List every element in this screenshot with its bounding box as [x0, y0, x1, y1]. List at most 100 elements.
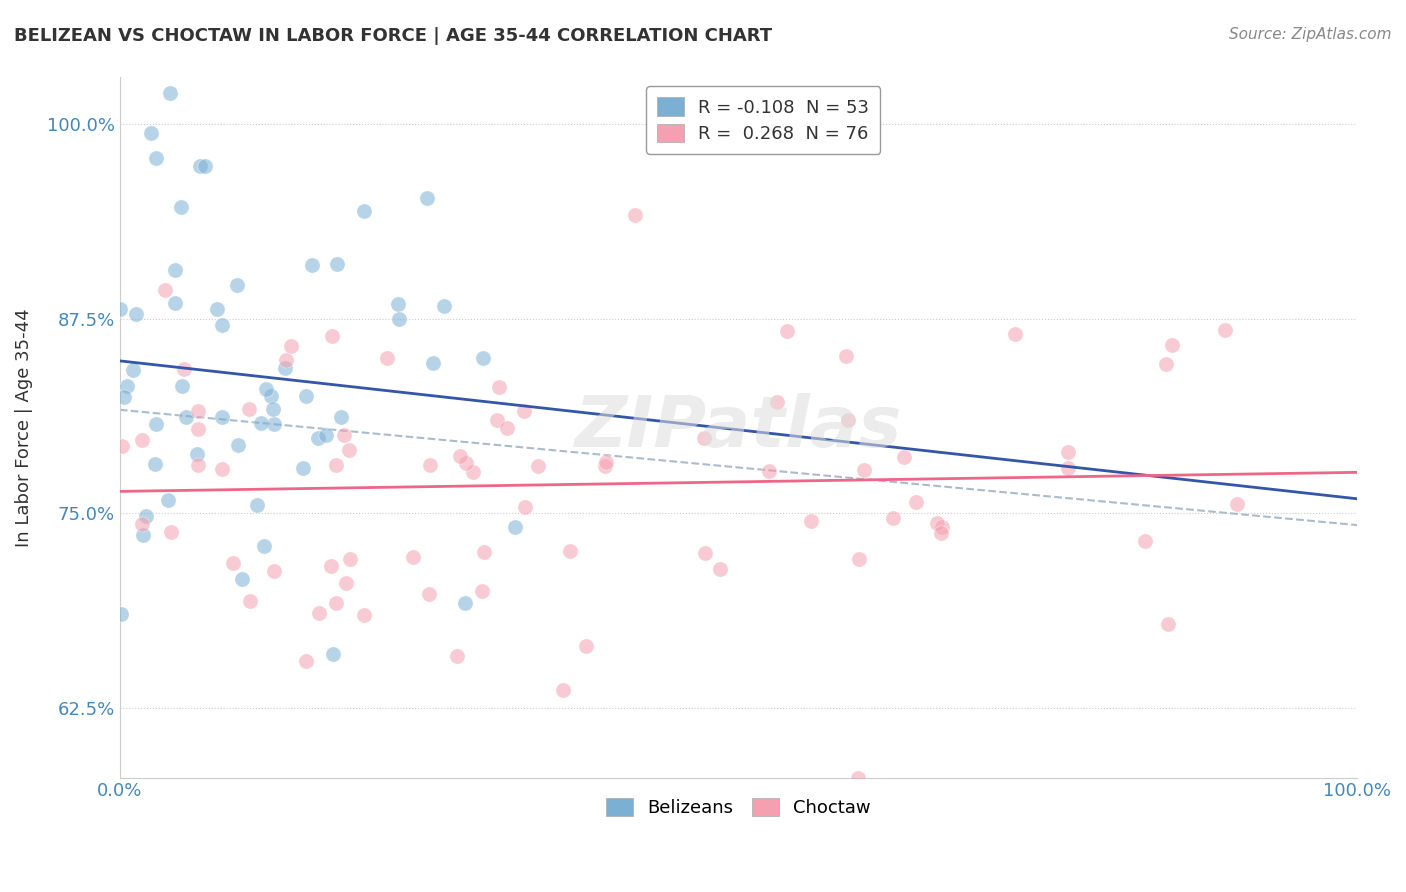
- Point: [322, 647, 344, 661]
- Point: [163, 263, 186, 277]
- Point: [388, 311, 411, 326]
- Point: [315, 428, 337, 442]
- Point: [222, 556, 245, 570]
- Text: Source: ZipAtlas.com: Source: ZipAtlas.com: [1229, 27, 1392, 42]
- Point: [294, 654, 316, 668]
- Point: [1156, 616, 1178, 631]
- Point: [125, 307, 148, 321]
- Point: [211, 318, 233, 332]
- Point: [239, 594, 262, 608]
- Point: [800, 514, 823, 528]
- Point: [776, 324, 799, 338]
- Point: [333, 428, 356, 442]
- Point: [446, 648, 468, 663]
- Point: [471, 351, 494, 365]
- Point: [882, 511, 904, 525]
- Point: [474, 544, 496, 558]
- Text: BELIZEAN VS CHOCTAW IN LABOR FORCE | AGE 35-44 CORRELATION CHART: BELIZEAN VS CHOCTAW IN LABOR FORCE | AGE…: [14, 27, 772, 45]
- Point: [848, 552, 870, 566]
- Point: [173, 361, 195, 376]
- Point: [846, 771, 869, 785]
- Point: [558, 544, 581, 558]
- Point: [115, 379, 138, 393]
- Point: [929, 526, 952, 541]
- Point: [163, 295, 186, 310]
- Point: [893, 450, 915, 465]
- Point: [225, 278, 247, 293]
- Point: [329, 409, 352, 424]
- Point: [454, 596, 477, 610]
- Text: ZIPatlas: ZIPatlas: [575, 393, 903, 462]
- Point: [325, 596, 347, 610]
- Point: [170, 379, 193, 393]
- Legend: Belizeans, Choctaw: Belizeans, Choctaw: [599, 790, 877, 824]
- Point: [496, 421, 519, 435]
- Point: [263, 564, 285, 578]
- Point: [904, 495, 927, 509]
- Point: [246, 498, 269, 512]
- Point: [693, 430, 716, 444]
- Point: [321, 558, 343, 573]
- Y-axis label: In Labor Force | Age 35-44: In Labor Force | Age 35-44: [15, 309, 32, 547]
- Point: [186, 447, 208, 461]
- Point: [211, 461, 233, 475]
- Point: [231, 572, 253, 586]
- Point: [295, 389, 318, 403]
- Point: [176, 409, 198, 424]
- Point: [292, 460, 315, 475]
- Point: [253, 539, 276, 553]
- Point: [108, 301, 131, 316]
- Point: [325, 458, 347, 473]
- Point: [377, 351, 399, 365]
- Point: [454, 456, 477, 470]
- Point: [766, 395, 789, 409]
- Point: [139, 126, 162, 140]
- Point: [143, 457, 166, 471]
- Point: [709, 562, 731, 576]
- Point: [513, 404, 536, 418]
- Point: [145, 151, 167, 165]
- Point: [238, 402, 260, 417]
- Point: [449, 450, 471, 464]
- Point: [262, 402, 284, 417]
- Point: [155, 283, 177, 297]
- Point: [419, 458, 441, 473]
- Point: [131, 433, 153, 447]
- Point: [121, 363, 143, 377]
- Point: [193, 159, 215, 173]
- Point: [263, 417, 285, 432]
- Point: [205, 301, 228, 316]
- Point: [308, 606, 330, 620]
- Point: [135, 508, 157, 523]
- Point: [321, 329, 343, 343]
- Point: [1213, 322, 1236, 336]
- Point: [401, 550, 423, 565]
- Point: [353, 204, 375, 219]
- Point: [505, 520, 527, 534]
- Point: [433, 299, 456, 313]
- Point: [1154, 357, 1177, 371]
- Point: [925, 516, 948, 530]
- Point: [132, 528, 155, 542]
- Point: [488, 380, 510, 394]
- Point: [1057, 445, 1080, 459]
- Point: [112, 390, 135, 404]
- Point: [418, 587, 440, 601]
- Point: [595, 454, 617, 468]
- Point: [228, 437, 250, 451]
- Point: [758, 464, 780, 478]
- Point: [337, 443, 360, 458]
- Point: [486, 412, 509, 426]
- Point: [931, 520, 953, 534]
- Point: [159, 86, 181, 100]
- Point: [188, 160, 211, 174]
- Point: [254, 383, 277, 397]
- Point: [339, 552, 361, 566]
- Point: [260, 389, 283, 403]
- Point: [187, 404, 209, 418]
- Point: [250, 416, 273, 430]
- Point: [1133, 534, 1156, 549]
- Point: [111, 439, 134, 453]
- Point: [470, 584, 492, 599]
- Point: [170, 200, 193, 214]
